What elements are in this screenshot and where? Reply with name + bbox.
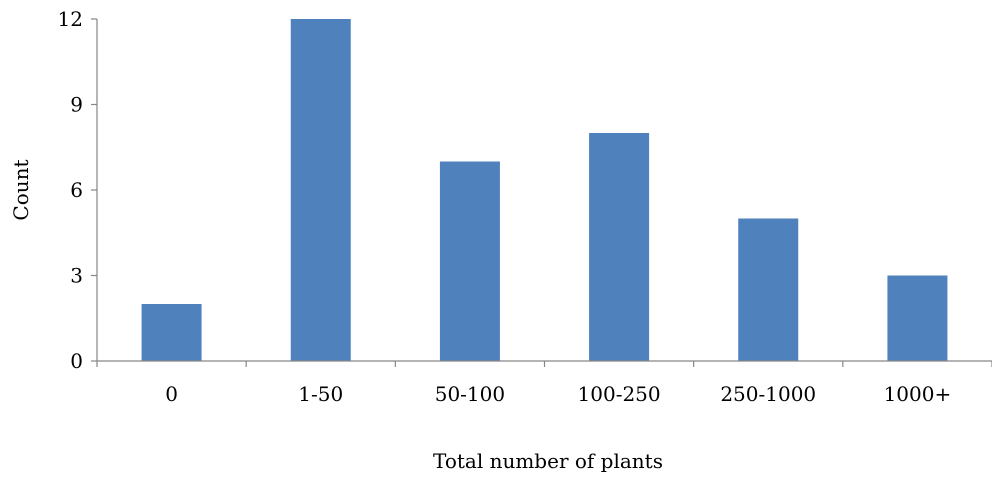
y-tick-label: 0 (70, 349, 83, 373)
x-tick-label: 0 (165, 382, 178, 406)
x-tick-label: 250-1000 (720, 382, 816, 406)
y-tick-label: 6 (70, 178, 83, 202)
y-tick-label: 9 (70, 93, 83, 117)
bar-1000+ (887, 275, 948, 361)
bar-1-50 (290, 19, 351, 361)
bars (141, 19, 948, 361)
x-tick-label: 1000+ (884, 382, 952, 406)
x-axis-ticks: 0 1-50 50-100 100-250 250-1000 1000+ (96, 361, 992, 406)
y-tick-label: 12 (58, 7, 83, 31)
x-tick-label: 1-50 (298, 382, 343, 406)
bar-50-100 (439, 161, 500, 361)
bar-250-1000 (738, 218, 799, 361)
bar-0 (141, 304, 202, 361)
y-axis-title: Count (9, 159, 33, 220)
y-tick-label: 3 (70, 264, 83, 288)
x-tick-label: 50-100 (435, 382, 505, 406)
x-tick-label: 100-250 (578, 382, 661, 406)
bar-100-250 (589, 133, 650, 361)
x-axis-title: Total number of plants (433, 449, 663, 473)
y-axis-ticks: 0 3 6 9 12 (58, 7, 97, 373)
